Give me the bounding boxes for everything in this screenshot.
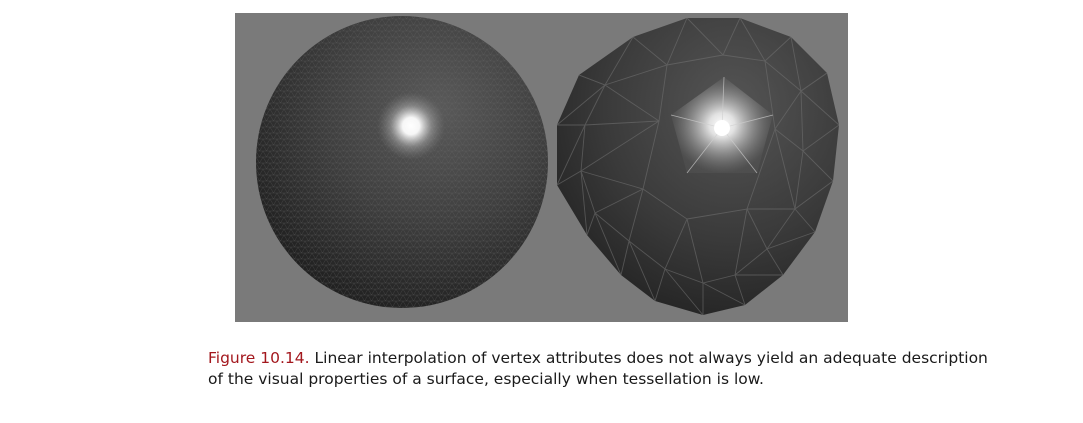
figure-caption: Figure 10.14. Linear interpolation of ve…	[208, 348, 988, 390]
high-tessellation-sphere	[256, 16, 548, 308]
caption-text: Linear interpolation of vertex attribute…	[208, 349, 988, 388]
low-tessellation-sphere	[557, 18, 839, 315]
figure-image	[235, 13, 848, 322]
figure-label: Figure 10.14.	[208, 349, 310, 367]
smooth-specular-highlight	[377, 92, 445, 160]
